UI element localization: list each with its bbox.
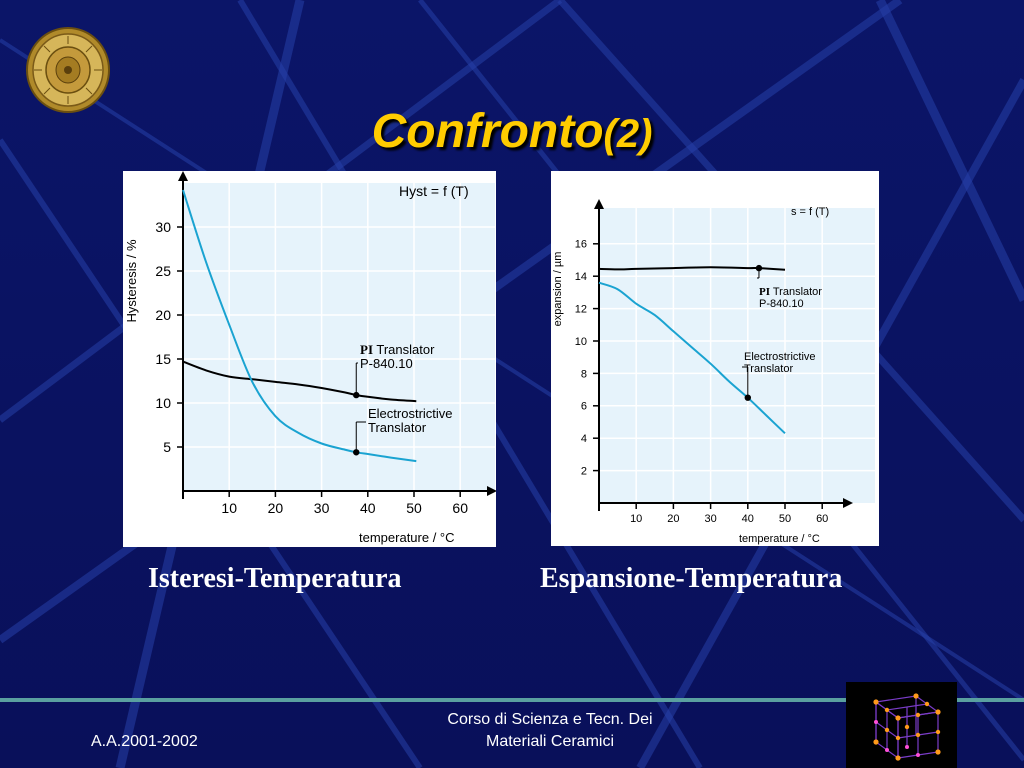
series-label-rest: Translator xyxy=(770,286,822,298)
x-tick-label: 40 xyxy=(742,513,754,525)
crystal-lattice-logo xyxy=(846,682,957,768)
x-tick-label: 10 xyxy=(630,513,642,525)
series-label-bold: PI xyxy=(759,286,770,298)
y-tick-label: 14 xyxy=(575,271,587,283)
university-seal-logo xyxy=(26,27,110,113)
series-label-bold: PI xyxy=(360,342,373,357)
series-marker-1 xyxy=(744,394,751,401)
expansion-chart: 10 20 30 40 50 60 2 4 6 8 10 12 14 16 s = f (T) tempera… xyxy=(552,199,875,545)
x-tick-label: 60 xyxy=(816,513,828,525)
y-tick-label: 20 xyxy=(155,307,171,323)
series-label-0: PI Translator xyxy=(360,342,435,357)
y-tick-label: 8 xyxy=(581,368,587,380)
series-label-line2-0: P-840.10 xyxy=(759,298,804,310)
hysteresis-chart-panel: 10 20 30 40 50 60 5 10 15 20 25 30 Hyst = f (T) tempe… xyxy=(123,171,496,547)
y-tick-label: 2 xyxy=(581,465,587,477)
plot-area xyxy=(599,208,875,503)
y-tick-label: 4 xyxy=(581,433,587,445)
series-line-0 xyxy=(182,360,417,403)
footer-course-line2: Materiali Ceramici xyxy=(485,733,615,750)
y-tick-label: 5 xyxy=(163,439,171,455)
y-tick-label: 10 xyxy=(575,336,587,348)
y-tick-label: 15 xyxy=(155,351,171,367)
x-tick-label: 60 xyxy=(452,500,468,516)
x-axis-arrow xyxy=(843,498,853,508)
chart-title: Hyst = f (T) xyxy=(399,183,469,199)
series-label-rest: Translator xyxy=(373,342,435,357)
series-marker-0 xyxy=(755,264,763,272)
series-label-line2-0: P-840.10 xyxy=(360,356,413,371)
hysteresis-chart: 10 20 30 40 50 60 5 10 15 20 25 30 Hyst = f (T) tempe… xyxy=(124,171,496,545)
series-label-1: Electrostrictive xyxy=(368,406,453,421)
footer-course-line1: Corso di Scienza e Tecn. Dei xyxy=(447,711,653,728)
x-tick-label: 20 xyxy=(268,500,284,516)
x-tick-label: 30 xyxy=(704,513,716,525)
y-tick-label: 6 xyxy=(581,401,587,413)
x-tick-label: 10 xyxy=(221,500,237,516)
x-axis-label: temperature / °C xyxy=(739,533,820,545)
x-tick-label: 50 xyxy=(406,500,422,516)
plot-area xyxy=(183,183,495,491)
y-tick-label: 16 xyxy=(575,239,587,251)
chart-title: s = f (T) xyxy=(791,206,829,218)
x-axis-label: temperature / °C xyxy=(359,530,455,545)
y-tick-label: 25 xyxy=(155,263,171,279)
y-tick-label: 10 xyxy=(155,395,171,411)
y-axis-label: expansion / µm xyxy=(552,252,564,327)
slide-title-suffix: (2) xyxy=(603,112,653,156)
caption-hysteresis: Isteresi-Temperatura xyxy=(148,563,402,594)
y-axis-label: Hysteresis / % xyxy=(124,239,139,323)
y-axis-arrow xyxy=(594,199,604,209)
series-line-1 xyxy=(182,189,417,463)
series-marker-0 xyxy=(353,391,360,399)
y-tick-label: 30 xyxy=(155,219,171,235)
slide-title: Confronto(2) xyxy=(0,104,1024,159)
footer-course-name: Corso di Scienza e Tecn. Dei Materiali C… xyxy=(380,709,720,753)
x-axis-arrow xyxy=(487,486,496,496)
y-axis-arrow xyxy=(178,171,188,181)
slide-title-main: Confronto xyxy=(371,105,604,158)
footer-academic-year: A.A.2001-2002 xyxy=(91,733,198,750)
expansion-chart-panel: 10 20 30 40 50 60 2 4 6 8 10 12 14 16 s = f (T) tempera… xyxy=(551,171,879,546)
series-label-line2-1: Translator xyxy=(368,420,427,435)
series-label-line2-1: Translator xyxy=(744,363,793,375)
series-label-0: PI Translator xyxy=(759,286,822,298)
footer-divider xyxy=(0,698,1024,702)
x-tick-label: 50 xyxy=(779,513,791,525)
series-line-1 xyxy=(598,281,786,435)
series-label-1: Electrostrictive xyxy=(744,351,816,363)
y-tick-label: 12 xyxy=(575,303,587,315)
x-tick-label: 30 xyxy=(314,500,330,516)
caption-expansion: Espansione-Temperatura xyxy=(540,563,843,594)
x-tick-label: 40 xyxy=(360,500,376,516)
x-tick-label: 20 xyxy=(667,513,679,525)
